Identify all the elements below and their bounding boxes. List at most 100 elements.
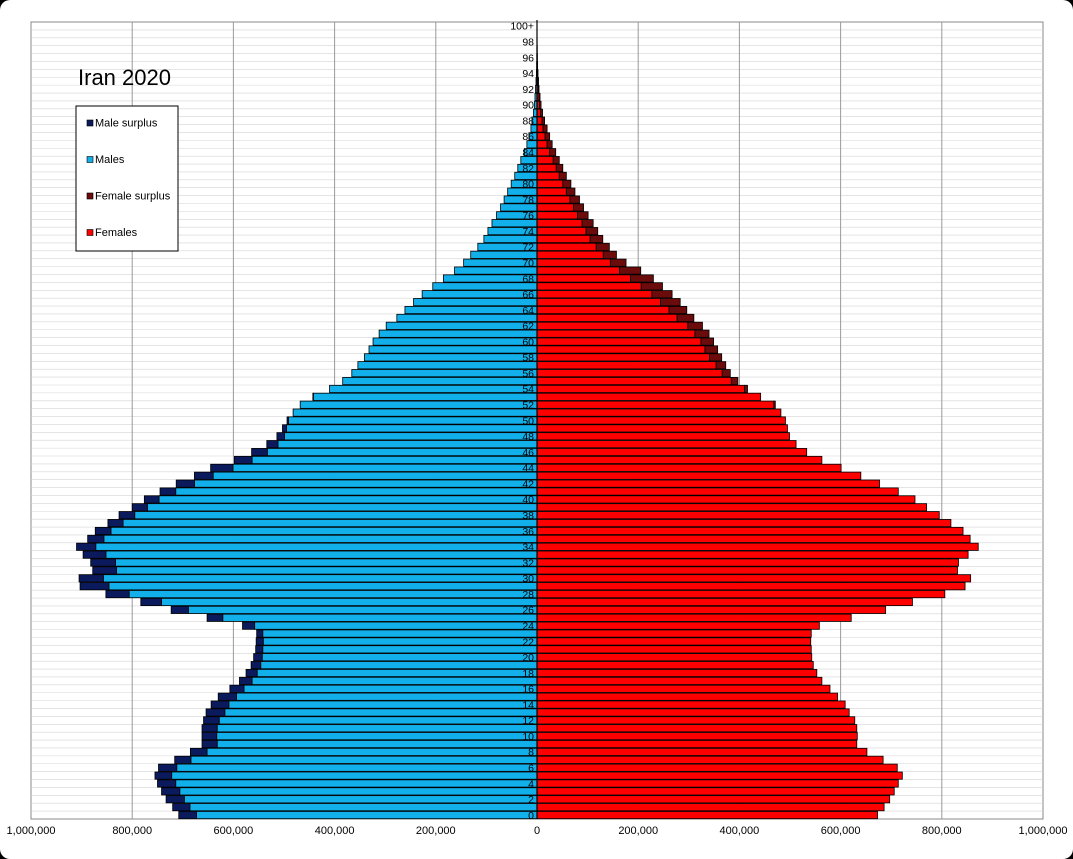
legend-swatch	[86, 156, 94, 163]
male-bar	[378, 329, 538, 338]
male-surplus-bar	[255, 637, 264, 646]
female-surplus-bar	[565, 187, 576, 196]
x-tick-label: 200,000	[416, 825, 456, 837]
female-bar	[536, 771, 903, 780]
age-tick-label: 84	[522, 147, 534, 159]
male-bar	[194, 479, 538, 488]
female-bar	[536, 187, 567, 196]
bars-group	[76, 21, 979, 820]
female-surplus-bar	[569, 195, 580, 204]
female-bar	[536, 163, 557, 173]
male-bar	[175, 779, 538, 788]
male-bar	[256, 668, 538, 678]
male-surplus-bar	[210, 463, 234, 472]
male-surplus-bar	[312, 392, 314, 401]
male-bar	[108, 582, 538, 591]
female-bar	[536, 558, 959, 567]
male-surplus-bar	[276, 432, 285, 441]
female-surplus-bar	[704, 345, 719, 354]
age-tick-label: 48	[522, 431, 534, 443]
age-tick-label: 22	[522, 636, 534, 648]
male-bar	[171, 771, 538, 780]
age-tick-label: 38	[522, 510, 534, 522]
female-bar	[536, 298, 661, 307]
female-bar	[536, 621, 820, 630]
male-bar	[292, 408, 538, 417]
male-bar	[115, 558, 538, 567]
female-bar	[536, 440, 797, 449]
male-surplus-bar	[210, 700, 230, 709]
x-tick-label: 1,000,000	[7, 825, 56, 837]
age-tick-label: 78	[522, 194, 534, 206]
male-surplus-bar	[201, 724, 218, 733]
female-surplus-bar	[595, 242, 610, 251]
chart-title: Iran 2020	[78, 65, 171, 90]
female-surplus-bar	[773, 400, 776, 409]
male-bar	[228, 700, 538, 709]
age-tick-label: 58	[522, 352, 534, 364]
age-tick-label: 36	[522, 526, 534, 538]
age-tick-label: 4	[528, 778, 534, 790]
x-tick-label: 1,000,000	[1019, 825, 1068, 837]
female-surplus-bar	[538, 85, 540, 94]
female-bar	[536, 566, 958, 575]
female-surplus-bar	[694, 329, 710, 338]
male-bar	[260, 661, 538, 670]
legend-label: Females	[95, 227, 138, 239]
male-bar	[161, 597, 538, 607]
male-bar	[288, 416, 538, 425]
male-bar	[299, 400, 538, 409]
male-bar	[396, 313, 538, 322]
male-surplus-bar	[217, 692, 237, 701]
male-surplus-bar	[242, 621, 256, 630]
male-bar	[216, 732, 538, 741]
female-bar	[536, 463, 842, 472]
age-tick-label: 86	[522, 131, 534, 143]
female-bar	[536, 116, 543, 125]
male-bar	[262, 637, 538, 646]
female-bar	[536, 337, 702, 346]
legend-label: Male surplus	[95, 118, 158, 130]
female-bar	[536, 384, 745, 393]
male-bar	[190, 755, 538, 764]
male-surplus-bar	[256, 629, 264, 638]
male-surplus-bar	[158, 763, 178, 772]
male-surplus-bar	[203, 716, 220, 725]
male-bar	[284, 432, 538, 441]
female-bar	[536, 124, 544, 133]
female-bar	[536, 700, 846, 709]
female-bar	[536, 179, 564, 188]
age-tick-label: 98	[522, 37, 534, 49]
age-tick-label: 100+	[510, 21, 534, 33]
male-bar	[364, 353, 538, 362]
age-tick-label: 88	[522, 115, 534, 127]
female-bar	[536, 432, 790, 441]
male-surplus-bar	[201, 732, 218, 741]
female-surplus-bar	[539, 100, 542, 109]
female-bar	[536, 605, 887, 614]
female-bar	[536, 234, 591, 244]
female-bar	[536, 156, 554, 165]
male-surplus-bar	[165, 795, 185, 804]
female-bar	[536, 637, 812, 646]
female-surplus-bar	[721, 369, 731, 378]
male-surplus-bar	[234, 455, 253, 464]
female-bar	[536, 676, 823, 685]
female-surplus-bar	[573, 203, 584, 212]
legend-swatch	[86, 229, 94, 236]
female-surplus-bar	[687, 321, 703, 330]
male-surplus-bar	[82, 550, 107, 559]
male-surplus-bar	[154, 771, 173, 780]
age-tick-label: 92	[522, 84, 534, 96]
male-bar	[421, 290, 538, 299]
female-bar	[536, 479, 880, 488]
female-surplus-bar	[538, 92, 541, 101]
male-surplus-bar	[251, 448, 268, 457]
age-tick-label: 62	[522, 321, 534, 333]
female-surplus-bar	[651, 290, 673, 299]
female-surplus-bar	[630, 274, 654, 283]
female-bar	[536, 613, 852, 622]
female-surplus-bar	[668, 305, 688, 315]
male-surplus-bar	[143, 495, 160, 504]
male-surplus-bar	[206, 613, 224, 622]
